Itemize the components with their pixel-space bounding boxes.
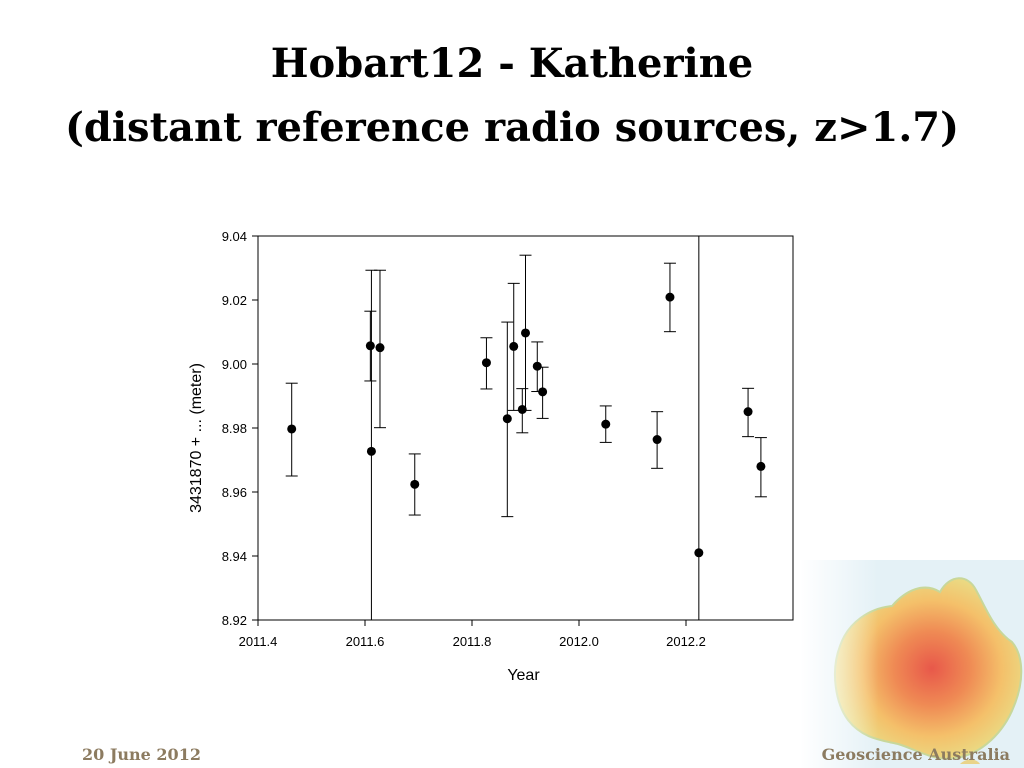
- data-marker: [375, 343, 385, 353]
- y-tick-label: 9.02: [222, 293, 247, 308]
- x-axis-label: Year: [507, 667, 540, 684]
- data-marker: [481, 358, 491, 368]
- x-tick-label: 2012.2: [666, 634, 706, 649]
- data-marker: [665, 292, 675, 302]
- data-point: [694, 236, 704, 620]
- y-tick-label: 9.04: [222, 229, 247, 244]
- data-point: [507, 282, 520, 411]
- data-point: [408, 453, 421, 516]
- data-marker: [521, 328, 530, 338]
- slide-title: Hobart12 - Katherine: [270, 40, 754, 87]
- data-marker: [532, 361, 542, 371]
- y-tick-label: 8.94: [222, 549, 247, 564]
- x-tick-label: 2011.8: [453, 634, 492, 649]
- x-tick-label: 2011.6: [346, 634, 385, 649]
- data-point: [742, 387, 755, 438]
- data-point: [365, 269, 378, 620]
- data-point: [651, 411, 664, 469]
- y-axis-label: 3431870 + ... (meter): [188, 363, 205, 513]
- chart-axes: [252, 235, 794, 626]
- x-tick-label: 2011.4: [239, 634, 278, 649]
- australia-map-logo: [800, 560, 1024, 768]
- data-marker: [652, 435, 662, 445]
- data-marker: [410, 479, 420, 489]
- data-marker: [601, 419, 611, 429]
- data-point: [754, 437, 767, 498]
- data-point: [364, 310, 377, 382]
- data-marker: [743, 407, 753, 417]
- data-marker: [694, 548, 704, 558]
- data-point: [373, 269, 386, 429]
- slide-subtitle: (distant reference radio sources, z>1.7): [64, 104, 960, 151]
- data-point: [285, 382, 298, 477]
- data-marker: [517, 404, 527, 414]
- data-marker: [756, 461, 766, 471]
- x-tick-label: 2012.0: [559, 634, 599, 649]
- chart-labels: 8.92 8.94 8.96 8.98 9.00 9.02 9.04 2011.4 2011.6…: [188, 229, 706, 684]
- y-tick-label: 8.96: [222, 485, 247, 500]
- data-point: [663, 262, 676, 333]
- data-marker: [366, 446, 376, 456]
- data-marker: [502, 414, 512, 424]
- chart-points: [285, 236, 767, 620]
- y-tick-label: 8.98: [222, 421, 247, 436]
- data-marker: [365, 341, 375, 351]
- data-point: [501, 321, 514, 518]
- data-point: [536, 366, 549, 419]
- y-tick-label: 9.00: [222, 357, 247, 372]
- data-marker: [287, 424, 297, 434]
- y-tick-label: 8.92: [222, 613, 247, 628]
- data-point: [480, 337, 493, 390]
- data-point: [599, 405, 612, 443]
- footer-organization: Geoscience Australia: [821, 745, 1010, 764]
- data-marker: [538, 387, 548, 397]
- footer-date: 20 June 2012: [82, 745, 201, 764]
- data-marker: [509, 341, 519, 351]
- data-point: [519, 254, 532, 411]
